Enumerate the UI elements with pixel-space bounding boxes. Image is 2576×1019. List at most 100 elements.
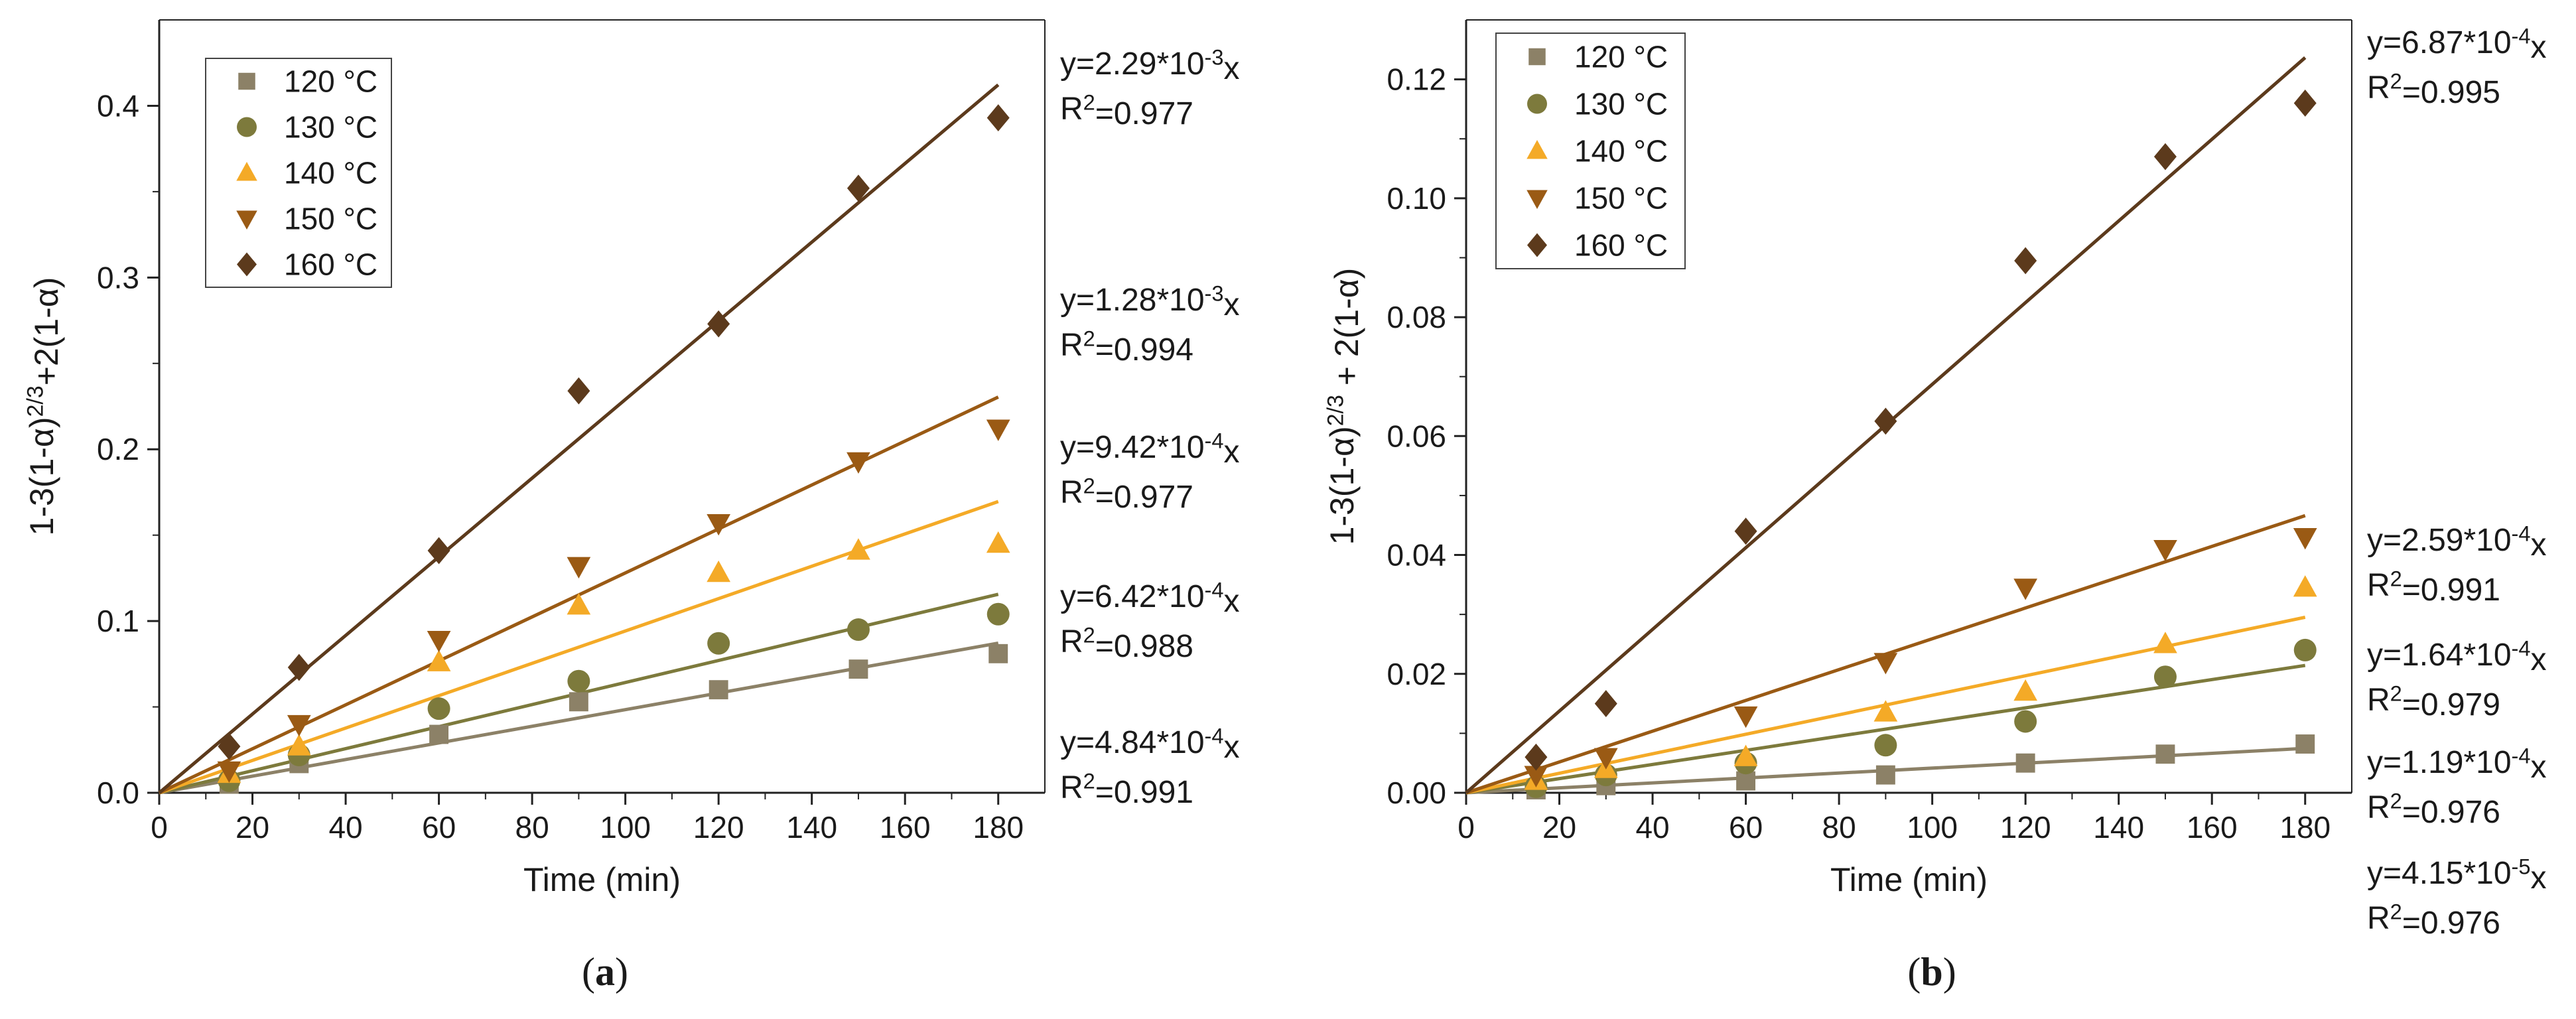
legend-marker-120 [238, 72, 255, 90]
fit-r2-160: R2=0.995 [2367, 68, 2500, 110]
y-tick-label: 0.06 [1387, 419, 1446, 453]
legend: 120 °C 130 °C 140 °C 150 °C 160 °C [1495, 33, 1686, 269]
data-point-130 [1874, 734, 1897, 757]
data-point-160 [2153, 143, 2177, 170]
y-tick-label: 0.04 [1387, 538, 1446, 573]
legend-label-120: 120 °C [284, 64, 377, 99]
data-point-140 [2293, 575, 2317, 597]
data-point-160 [986, 104, 1010, 131]
x-tick-label: 20 [1542, 810, 1576, 845]
y-axis-title: 1-3(1-α)2/3+2(1-α) [23, 277, 65, 536]
legend: 120 °C 130 °C 140 °C 150 °C 160 °C [205, 58, 392, 288]
x-tick-label: 160 [880, 810, 931, 845]
x-tick-label: 100 [1907, 810, 1958, 845]
data-point-140 [427, 649, 451, 671]
panel-label: (b) [1907, 950, 1956, 994]
data-point-140 [2153, 632, 2177, 653]
legend-label-130: 130 °C [284, 110, 377, 145]
legend-box [205, 58, 392, 288]
legend-marker-160 [237, 252, 257, 277]
data-point-160 [2293, 90, 2317, 117]
fit-r2-150: R2=0.991 [2367, 566, 2500, 608]
x-tick-label: 140 [2093, 810, 2144, 845]
data-point-130 [707, 632, 730, 655]
data-point-130 [847, 618, 870, 642]
data-point-150 [2013, 578, 2038, 600]
legend-marker-160 [1527, 233, 1547, 257]
data-point-150 [847, 452, 870, 474]
series-160 [218, 104, 1010, 760]
x-tick-label: 160 [2187, 810, 2238, 845]
data-point-120 [2295, 734, 2315, 754]
data-point-150 [217, 761, 241, 783]
series-150 [1524, 528, 2317, 787]
x-tick-label: 20 [236, 810, 269, 845]
x-tick-label: 180 [973, 810, 1024, 845]
y-tick-label: 0.3 [97, 260, 139, 295]
x-tick-label: 0 [151, 810, 168, 845]
data-point-160 [707, 310, 730, 338]
data-point-160 [287, 653, 310, 681]
fit-r2-120: R2=0.991 [1060, 768, 1193, 810]
data-point-140 [986, 531, 1010, 553]
y-tick-label: 0.1 [97, 604, 139, 638]
data-point-120 [429, 724, 449, 744]
legend-marker-150 [236, 210, 257, 230]
data-point-150 [1873, 653, 1898, 675]
y-tick-label: 0.0 [97, 776, 139, 810]
fit-r2-160: R2=0.977 [1060, 90, 1193, 131]
y-tick-label: 0.08 [1387, 300, 1446, 334]
series-160 [1525, 90, 2317, 771]
fit-equation-150: y=1.28*10-3x [1060, 281, 1240, 322]
x-tick-label: 100 [600, 810, 651, 845]
data-point-160 [847, 174, 870, 202]
data-point-140 [1873, 700, 1898, 722]
data-point-150 [287, 714, 311, 737]
fit-line-140 [159, 500, 999, 795]
legend-marker-130 [237, 117, 257, 137]
data-point-130 [2293, 638, 2317, 661]
data-point-130 [2014, 710, 2037, 733]
x-tick-label: 40 [328, 810, 362, 845]
legend-label-130: 130 °C [1574, 87, 1668, 121]
data-point-160 [1734, 517, 1757, 545]
fit-equation-140: y=1.64*10-4x [2367, 636, 2547, 677]
x-tick-label: 60 [422, 810, 456, 845]
legend-label-140: 140 °C [1574, 134, 1668, 169]
legend-marker-120 [1528, 48, 1546, 66]
x-tick-label: 0 [1457, 810, 1475, 845]
x-tick-label: 40 [1635, 810, 1669, 845]
fit-r2-130: R2=0.976 [2367, 788, 2500, 830]
fit-equation-130: y=6.42*10-4x [1060, 577, 1240, 619]
x-tick-label: 140 [786, 810, 837, 845]
y-tick-label: 0.4 [97, 88, 139, 123]
series-130 [218, 602, 1010, 792]
legend-label-120: 120 °C [1574, 40, 1668, 74]
fit-equation-160: y=2.29*10-3x [1060, 44, 1240, 86]
legend-marker-140 [236, 162, 257, 181]
fit-r2-120: R2=0.976 [2367, 899, 2500, 941]
fit-equation-130: y=1.19*10-4x [2367, 743, 2547, 785]
fit-equation-120: y=4.84*10-4x [1060, 723, 1240, 765]
x-axis-title: Time (min) [523, 861, 681, 898]
data-point-150 [1733, 706, 1758, 728]
data-point-160 [1525, 743, 1548, 771]
data-point-120 [569, 692, 588, 712]
fit-equation-140: y=9.42*10-4x [1060, 428, 1240, 470]
x-axis-title: Time (min) [1830, 861, 1988, 898]
fit-equation-120: y=4.15*10-5x [2367, 854, 2547, 896]
legend-marker-140 [1526, 140, 1548, 159]
data-point-160 [1874, 407, 1897, 435]
data-point-130 [2153, 665, 2177, 689]
x-tick-label: 120 [693, 810, 744, 845]
legend-label-160: 160 °C [284, 247, 377, 282]
x-tick-label: 180 [2279, 810, 2331, 845]
data-point-160 [218, 732, 241, 760]
y-tick-label: 0.12 [1387, 62, 1446, 97]
fit-r2-130: R2=0.988 [1060, 622, 1193, 664]
data-point-120 [2155, 744, 2175, 764]
chart-panel-a: 0 20 40 60 80 100 120 140 160 180 0.0 0.1 0.2 0.3 0.4 T… [23, 19, 1240, 994]
legend-label-160: 160 °C [1574, 228, 1668, 263]
legend-marker-150 [1526, 190, 1548, 209]
legend-box [1495, 33, 1686, 269]
